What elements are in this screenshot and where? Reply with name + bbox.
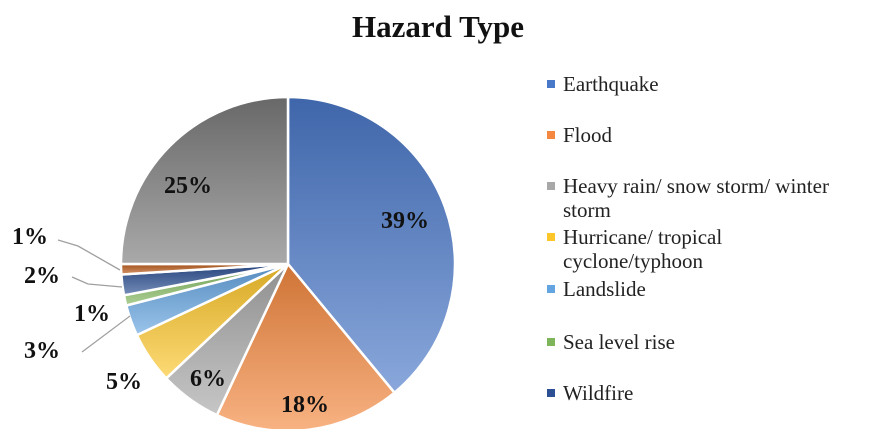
legend-swatch xyxy=(547,338,555,346)
data-label: 1% xyxy=(12,224,48,250)
data-labels: 39% 18% 6% 5% 3% 1% 2% 1% 25% xyxy=(12,173,429,418)
data-label: 2% xyxy=(24,263,60,289)
pie-slice-unlabeled-8 xyxy=(119,95,290,266)
legend-label: Landslide xyxy=(563,277,646,301)
legend-label: Heavy rain/ snow storm/ winter xyxy=(563,174,829,198)
legend-swatch xyxy=(547,80,555,88)
legend-label: Flood xyxy=(563,123,613,147)
legend-swatch xyxy=(547,285,555,293)
legend-label: Earthquake xyxy=(563,72,659,96)
pie-slices xyxy=(119,95,457,429)
legend-label: Wildfire xyxy=(563,381,633,405)
legend-swatch xyxy=(547,182,555,190)
pie-slice-earthquake xyxy=(286,95,457,395)
legend-swatch xyxy=(547,389,555,397)
legend-item-flood: Flood xyxy=(547,123,613,147)
leader-line xyxy=(71,276,123,288)
legend-item-landslide: Landslide xyxy=(547,277,646,301)
data-label: 1% xyxy=(74,301,110,327)
data-label: 39% xyxy=(381,208,429,234)
data-label: 6% xyxy=(190,366,226,392)
legend-swatch xyxy=(547,233,555,241)
leader-lines xyxy=(57,239,131,353)
data-label: 5% xyxy=(106,369,142,395)
chart-title: Hazard Type xyxy=(352,9,524,44)
legend: Earthquake Flood Heavy rain/ snow storm/ w… xyxy=(547,72,829,405)
legend-item-sea-level-rise: Sea level rise xyxy=(547,330,675,354)
legend-label: Hurricane/ tropical xyxy=(563,225,722,249)
data-label: 25% xyxy=(164,173,212,199)
legend-item-wildfire: Wildfire xyxy=(547,381,633,405)
legend-label: storm xyxy=(563,198,611,222)
legend-label: cyclone/typhoon xyxy=(563,249,703,273)
data-label: 3% xyxy=(24,338,60,364)
data-label: 18% xyxy=(281,392,329,418)
legend-swatch xyxy=(547,131,555,139)
pie-slice-flood xyxy=(215,261,397,429)
legend-item-earthquake: Earthquake xyxy=(547,72,659,96)
legend-label: Sea level rise xyxy=(563,330,675,354)
leader-line xyxy=(57,239,121,271)
leader-line xyxy=(81,315,131,353)
